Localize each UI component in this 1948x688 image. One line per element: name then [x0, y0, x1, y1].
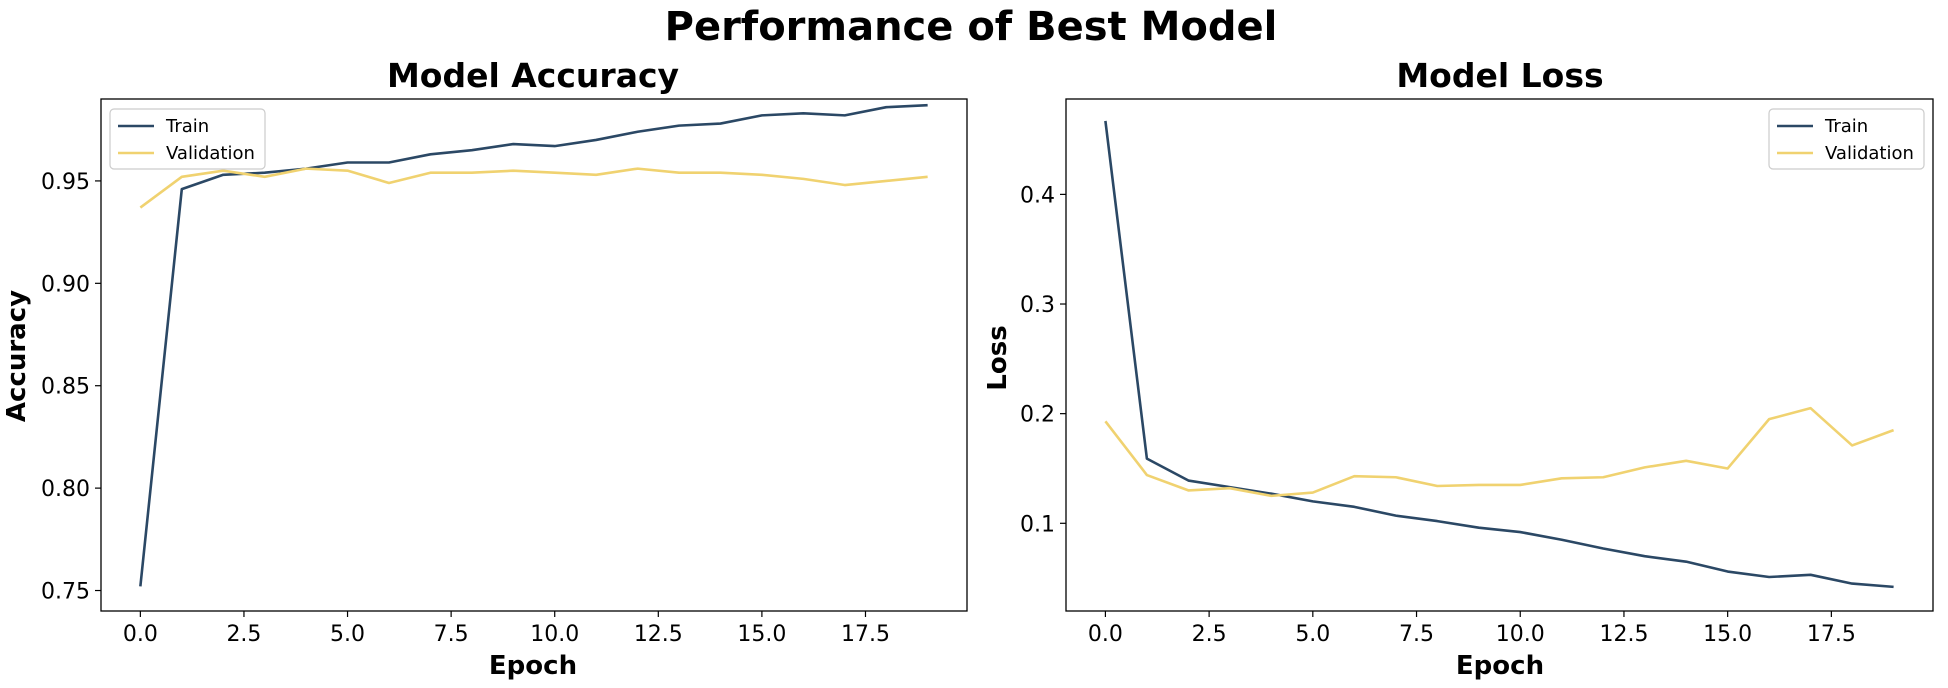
accuracy-series-validation-line — [139, 167, 928, 209]
accuracy-x-tick-label: 2.5 — [226, 622, 261, 647]
accuracy-y-axis-label: Accuracy — [2, 290, 32, 422]
accuracy-x-tick-label: 12.5 — [634, 622, 683, 647]
loss-legend-label-validation: Validation — [1825, 143, 1914, 164]
accuracy-axes-frame — [100, 98, 968, 612]
loss-x-tick-label: 17.5 — [1807, 622, 1856, 647]
accuracy-y-tick-label: 0.90 — [41, 272, 90, 297]
loss-panel: Model Loss Epoch Loss 0.0 2.5 5.0 7.5 10.0 12… — [983, 56, 1934, 681]
accuracy-legend: Train Validation — [109, 108, 266, 170]
loss-x-tick-label: 15.0 — [1703, 622, 1752, 647]
accuracy-x-tick-label: 5.0 — [330, 622, 365, 647]
accuracy-panel: Model Accuracy Epoch Accuracy 0.0 2.5 5.0 7… — [2, 56, 968, 681]
loss-x-tick-label: 12.5 — [1599, 622, 1648, 647]
accuracy-x-tick-label: 17.5 — [841, 622, 890, 647]
accuracy-y-tick-label: 0.80 — [41, 477, 90, 502]
loss-x-tick-label: 7.5 — [1399, 622, 1434, 647]
loss-y-tick-label: 0.2 — [1020, 403, 1055, 428]
loss-x-tick-label: 5.0 — [1295, 622, 1330, 647]
accuracy-series-train-line — [139, 103, 928, 587]
loss-legend: Train Validation — [1768, 108, 1925, 170]
loss-x-axis-label: Epoch — [1456, 651, 1544, 681]
accuracy-plot-area: 0.0 2.5 5.0 7.5 10.0 12.5 15.0 17.5 0.75 0.80 0.85… — [41, 98, 968, 647]
loss-plot-area: 0.0 2.5 5.0 7.5 10.0 12.5 15.0 17.5 0.1 0.2 0.3 0.4… — [1020, 98, 1934, 647]
loss-series-train-line — [1104, 120, 1894, 589]
accuracy-x-tick-label: 15.0 — [737, 622, 786, 647]
accuracy-y-tick-label: 0.75 — [41, 580, 90, 605]
loss-chart-title: Model Loss — [1396, 56, 1603, 95]
loss-series-validation-line — [1104, 406, 1895, 498]
figure-title: Performance of Best Model — [665, 4, 1278, 50]
accuracy-x-tick-label: 10.0 — [530, 622, 579, 647]
accuracy-chart-title: Model Accuracy — [387, 56, 679, 95]
accuracy-x-tick-label: 7.5 — [434, 622, 469, 647]
accuracy-y-tick-label: 0.85 — [41, 375, 90, 400]
loss-axes-frame — [1065, 98, 1934, 612]
loss-y-tick-label: 0.4 — [1020, 183, 1055, 208]
accuracy-x-axis-label: Epoch — [489, 651, 577, 681]
accuracy-y-tick-label: 0.95 — [41, 170, 90, 195]
loss-legend-label-train: Train — [1824, 116, 1868, 137]
loss-x-tick-label: 0.0 — [1088, 622, 1123, 647]
loss-y-tick-label: 0.1 — [1020, 512, 1055, 537]
accuracy-legend-label-validation: Validation — [166, 143, 255, 164]
loss-x-tick-label: 2.5 — [1192, 622, 1227, 647]
accuracy-x-tick-label: 0.0 — [123, 622, 158, 647]
loss-y-axis-label: Loss — [983, 325, 1013, 390]
accuracy-legend-label-train: Train — [165, 116, 209, 137]
loss-y-tick-label: 0.3 — [1020, 293, 1055, 318]
loss-x-tick-label: 10.0 — [1496, 622, 1545, 647]
